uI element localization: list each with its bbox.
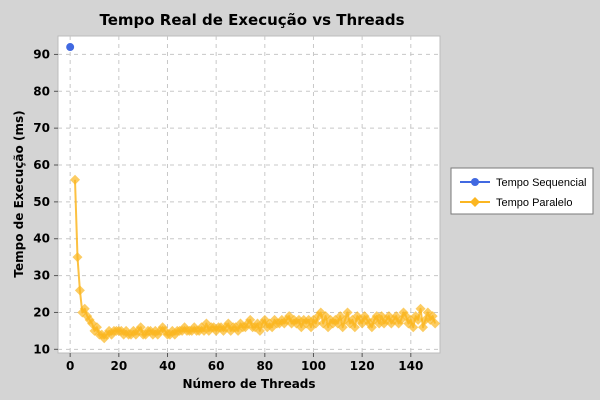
data-point-paralelo — [349, 322, 360, 333]
legend: Tempo Sequencial Tempo Paralelo — [450, 167, 594, 215]
x-axis-label: Número de Threads — [182, 377, 315, 391]
x-tick-label: 0 — [66, 359, 74, 373]
x-tick-label: 20 — [110, 359, 127, 373]
chart-title: Tempo Real de Execução vs Threads — [99, 11, 404, 29]
y-tick-label: 40 — [33, 232, 50, 246]
data-point-paralelo — [430, 318, 441, 329]
y-tick-label: 70 — [33, 121, 50, 135]
data-point-paralelo — [415, 303, 426, 314]
y-tick-label: 20 — [33, 305, 50, 319]
x-tick-label: 80 — [256, 359, 273, 373]
x-tick-label: 140 — [398, 359, 423, 373]
x-tick-label: 60 — [208, 359, 225, 373]
y-tick-label: 80 — [33, 84, 50, 98]
axis-layer: 0 20 40 60 80 100 120 140 10 20 30 40 50 60 70 80 90 — [33, 47, 423, 373]
data-point-paralelo — [70, 174, 81, 185]
data-point-paralelo — [413, 314, 424, 325]
data-point-paralelo — [74, 285, 85, 296]
legend-marker-paralelo — [470, 197, 480, 207]
data-point-sequencial — [66, 43, 75, 52]
x-tick-label: 40 — [159, 359, 176, 373]
y-tick-label: 30 — [33, 269, 50, 283]
data-point-paralelo — [121, 325, 132, 336]
grid-layer — [58, 36, 440, 353]
y-tick-label: 60 — [33, 158, 50, 172]
y-tick-label: 50 — [33, 195, 50, 209]
legend-label-paralelo: Tempo Paralelo — [496, 197, 572, 209]
data-point-paralelo — [342, 307, 353, 318]
y-axis-label: Tempo de Execução (ms) — [12, 110, 26, 277]
legend-marker-sequencial — [471, 178, 479, 186]
y-tick-label: 90 — [33, 47, 50, 61]
x-tick-label: 120 — [350, 359, 375, 373]
y-tick-label: 10 — [33, 342, 50, 356]
data-point-paralelo — [408, 322, 419, 333]
legend-label-sequencial: Tempo Sequencial — [496, 177, 587, 189]
data-point-paralelo — [72, 252, 83, 263]
plot-area — [57, 35, 441, 354]
x-tick-label: 100 — [301, 359, 326, 373]
series-layer — [66, 43, 441, 344]
